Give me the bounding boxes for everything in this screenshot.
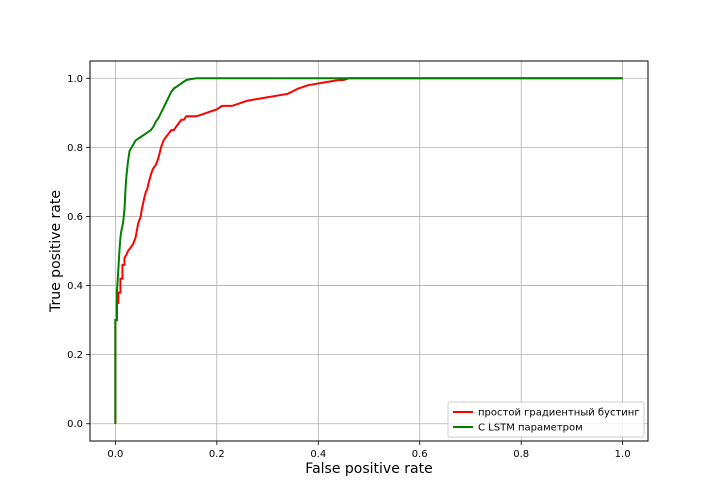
x-tick-label: 0.6 [412,449,428,460]
x-axis-title: False positive rate [305,461,432,477]
plot-frame [89,60,649,442]
x-tick-label: 0.4 [310,449,326,460]
series-lines [114,77,623,424]
legend: простой градиентный бустинг С LSTM парам… [447,401,645,438]
legend-box [447,401,645,438]
y-tick-label: 0.4 [67,281,83,292]
axis-ticks: 0.0 0.2 0.4 0.6 0.8 1.0 0.0 0.2 0.4 0.6 0.8 1.0 [67,74,630,460]
y-tick-label: 0.0 [67,419,83,430]
x-tick-label: 0.8 [513,449,529,460]
legend-label-gradient-boosting: простой градиентный бустинг [478,408,640,419]
series-line-gradient-boosting [114,77,623,424]
grid-lines [90,61,648,441]
series-line-lstm [114,77,623,424]
y-tick-label: 0.8 [67,143,83,154]
y-tick-label: 0.6 [67,212,83,223]
x-tick-label: 0.0 [107,449,123,460]
y-axis-title: True positive rate [48,190,64,313]
y-tick-label: 1.0 [67,74,83,85]
x-tick-label: 0.2 [209,449,225,460]
x-tick-label: 1.0 [615,449,631,460]
legend-label-lstm: С LSTM параметром [478,423,583,434]
y-tick-label: 0.2 [67,350,83,361]
